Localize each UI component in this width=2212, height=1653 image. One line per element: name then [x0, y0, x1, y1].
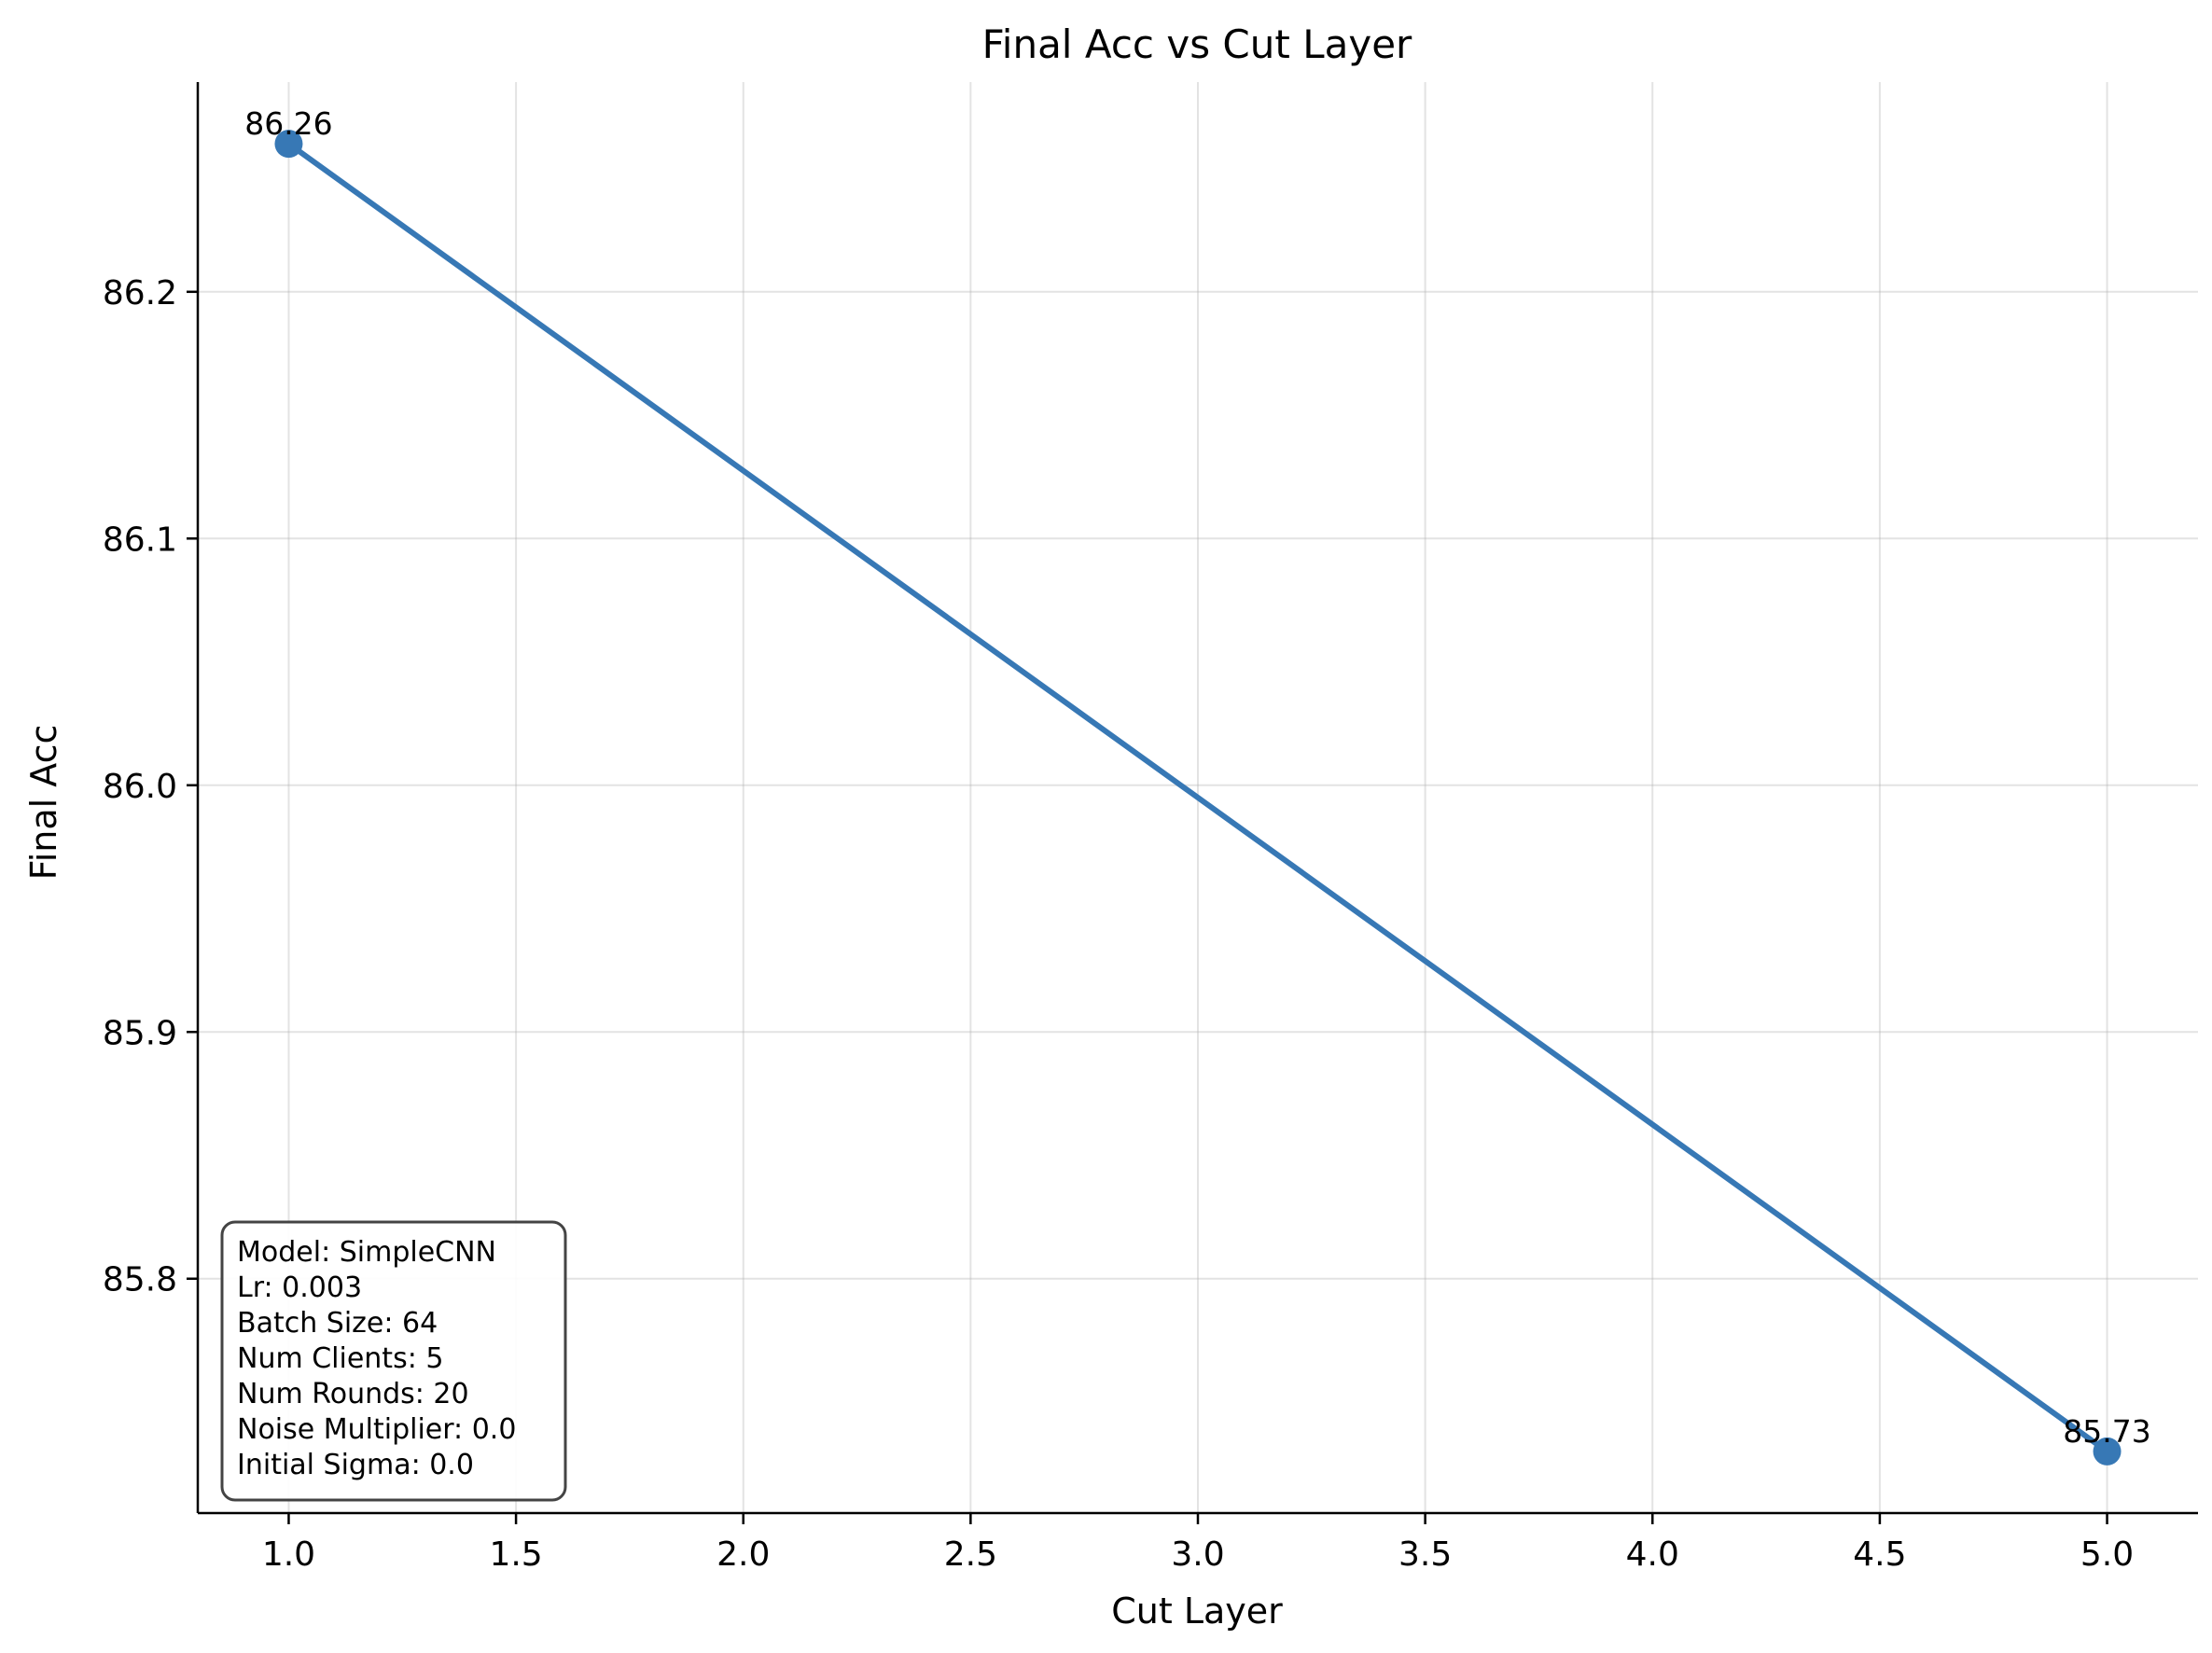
x-tick-label: 1.0 — [262, 1535, 315, 1574]
data-point — [274, 130, 303, 159]
y-tick-label: 85.8 — [103, 1261, 177, 1299]
x-tick-label: 2.0 — [716, 1535, 770, 1574]
y-tick-label: 86.2 — [103, 274, 177, 313]
x-tick-label: 4.5 — [1853, 1535, 1906, 1574]
y-tick-label: 85.9 — [103, 1014, 177, 1052]
info-box-line: Model: SimpleCNN — [237, 1236, 496, 1269]
data-label: 85.73 — [2063, 1413, 2150, 1450]
info-box-frame — [220, 1220, 567, 1502]
info-box-line: Initial Sigma: 0.0 — [237, 1449, 474, 1481]
info-box-line: Batch Size: 64 — [237, 1307, 438, 1340]
x-tick-label: 2.5 — [944, 1535, 997, 1574]
info-box-line: Lr: 0.003 — [237, 1271, 362, 1304]
info-box-line: Num Clients: 5 — [237, 1342, 443, 1375]
series — [274, 130, 2122, 1465]
data-labels: 86.26 85.73 — [244, 105, 2151, 1450]
series-line — [285, 141, 2110, 1454]
y-axis-ticks: 85.8 85.9 86.0 86.1 86.2 — [103, 274, 198, 1299]
x-tick-label: 1.5 — [489, 1535, 542, 1574]
x-tick-label: 3.5 — [1398, 1535, 1452, 1574]
x-tick-label: 4.0 — [1626, 1535, 1679, 1574]
data-point — [2093, 1437, 2122, 1465]
chart-title: Final Acc vs Cut Layer — [982, 21, 1412, 67]
y-axis-label: Final Acc — [23, 725, 64, 881]
data-label: 86.26 — [244, 105, 332, 142]
x-axis-label: Cut Layer — [1111, 1590, 1283, 1632]
info-box-line: Noise Multiplier: 0.0 — [237, 1413, 516, 1446]
info-box-line: Num Rounds: 20 — [237, 1378, 469, 1410]
x-axis-ticks: 1.0 1.5 2.0 2.5 3.0 3.5 4.0 4.5 5.0 — [262, 1513, 2134, 1574]
y-tick-label: 86.1 — [103, 521, 177, 559]
x-tick-label: 3.0 — [1171, 1535, 1224, 1574]
y-tick-label: 86.0 — [103, 768, 177, 806]
x-tick-label: 5.0 — [2080, 1535, 2134, 1574]
